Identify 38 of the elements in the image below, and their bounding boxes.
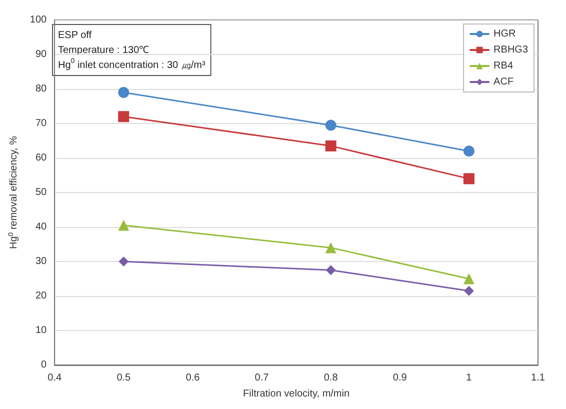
y-tick-label: 30 (35, 256, 48, 267)
point (118, 111, 130, 122)
legend-label: ACF (494, 76, 514, 88)
y-tick-label: 70 (35, 118, 48, 129)
y-tick-label: 20 (35, 290, 48, 302)
x-tick-label: 0.5 (116, 372, 132, 384)
y-tick-label: 50 (35, 187, 48, 198)
point (463, 273, 474, 284)
x-axis-title: Filtration velocity, m/min (243, 388, 350, 400)
point (325, 120, 336, 131)
point (118, 86, 130, 98)
y-tick-label: 80 (35, 84, 48, 94)
y-tick-label: 10 (35, 325, 48, 336)
y-tick-label: 40 (35, 222, 48, 232)
point (118, 256, 129, 266)
x-tick-label: 0.4 (48, 372, 62, 384)
legend-label: RB4 (494, 60, 514, 72)
x-tick-label: 0.8 (324, 372, 338, 384)
legend-label: HGR (494, 28, 516, 40)
x-tick-label: 1 (466, 372, 472, 384)
point (325, 140, 336, 152)
y-tick-label: 100 (30, 14, 48, 26)
x-tick-label: 0.7 (254, 372, 270, 384)
y-tick-label: 0 (41, 360, 48, 370)
point (326, 265, 336, 276)
point (463, 146, 474, 157)
point (325, 242, 336, 254)
point (118, 220, 130, 231)
annotation: Temperature : 130℃ (58, 45, 150, 56)
point (464, 286, 474, 296)
x-tick-label: 0.6 (186, 372, 200, 384)
point (463, 173, 474, 184)
legend-label: RBHG3 (494, 44, 528, 56)
x-tick-label: 0.9 (392, 372, 408, 384)
y-tick-label: 60 (35, 152, 48, 164)
annotation: ESP off (58, 30, 92, 41)
x-tick-label: 1.1 (531, 372, 546, 384)
y-tick-label: 90 (35, 49, 48, 60)
